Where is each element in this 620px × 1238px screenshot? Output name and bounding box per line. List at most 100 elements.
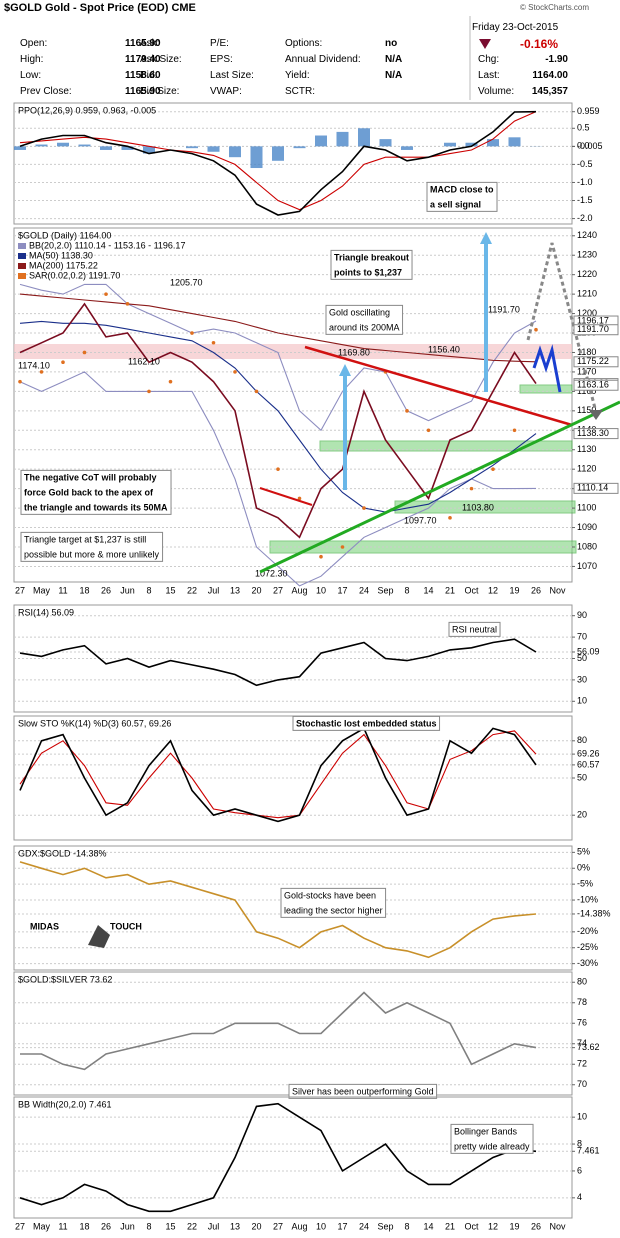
y-tick-label: 72: [577, 1059, 587, 1069]
legend-swatch: [18, 253, 26, 259]
point-label: 1156.40: [428, 344, 460, 354]
y-tick-label: 78: [577, 997, 587, 1007]
field-label: Ask:: [140, 38, 160, 49]
annotation-box: [448, 621, 501, 637]
x-tick-label: 13: [230, 1221, 240, 1231]
trendline: [304, 345, 573, 427]
panel-frame: [13, 102, 573, 225]
annotation-text: Gold oscillating: [329, 307, 390, 317]
y-tick-label: 1240: [577, 230, 597, 240]
point-label: 1103.80: [462, 502, 494, 512]
histogram-bar: [78, 144, 91, 147]
x-tick-label: 8: [404, 1221, 409, 1231]
y-tick-label: 30: [577, 674, 587, 684]
histogram-bar: [358, 128, 370, 147]
point-label: 1191.70: [488, 304, 520, 314]
projection: [526, 242, 598, 413]
value-badge: [573, 482, 619, 494]
x-tick-label: Jun: [120, 585, 135, 595]
x-tick-label: 26: [531, 1221, 541, 1231]
histogram-bar: [121, 146, 134, 150]
sar-dot: [82, 350, 87, 355]
sar-dot: [426, 428, 431, 433]
y-tick-label: 80: [577, 977, 587, 987]
y-tick-label: -2.0: [577, 213, 593, 223]
projection-head: [589, 410, 603, 420]
series-line: [19, 110, 537, 216]
annotation-box: [20, 531, 164, 562]
x-tick-label: 26: [531, 585, 541, 595]
annotation: Gold oscillating around its 200MA: [325, 304, 404, 335]
annotation-box: [450, 1123, 534, 1154]
y-tick-label: 1220: [577, 269, 597, 279]
legend-swatch: [18, 263, 26, 269]
annotation-box: [280, 887, 387, 918]
panel-title: BB Width(20,2.0) 7.461: [18, 1099, 112, 1109]
trendline: [259, 400, 620, 574]
y-tick-label: -1.0: [577, 177, 593, 187]
field-value: 1165.90: [125, 86, 161, 97]
histogram-bar: [186, 146, 198, 149]
x-tick-label: Sep: [377, 585, 393, 595]
sar-dot: [18, 379, 22, 384]
annotation-text: The negative CoT will probably: [24, 472, 157, 482]
x-tick-label: 17: [337, 585, 347, 595]
support-zone: [519, 384, 573, 394]
annotation-text: the triangle and towards its 50MA: [24, 502, 168, 512]
histogram-bar: [207, 146, 220, 152]
point-label: 1162.10: [128, 356, 160, 366]
value-badge: [573, 379, 619, 391]
field-value: 1164.00: [532, 70, 568, 81]
histogram-bar: [143, 146, 155, 154]
annotation-text: RSI neutral: [452, 624, 497, 634]
x-tick-label: Nov: [549, 585, 566, 595]
sar-dot: [233, 370, 237, 374]
legend-entry: MA(200) 1175.22: [29, 260, 98, 270]
x-tick-label: 27: [15, 1221, 25, 1231]
sar-dot: [211, 340, 216, 345]
y-tick-label: 0.0: [577, 141, 590, 151]
annotation-text: Bollinger Bands: [454, 1126, 518, 1136]
x-tick-label: 14: [423, 1221, 433, 1231]
y-tick-label: 1100: [577, 502, 596, 512]
field-label: High:: [20, 54, 44, 65]
histogram-bar: [250, 146, 263, 169]
y-tick-label: -5%: [577, 879, 593, 889]
down-arrow: [479, 39, 491, 49]
annotation-box: [426, 181, 498, 212]
annotation-text: pretty wide already: [454, 1141, 530, 1151]
value-badge: [573, 324, 619, 336]
annotation-text: Stochastic lost embedded status: [296, 718, 437, 728]
sar-dot: [469, 486, 474, 491]
x-tick-label: Aug: [291, 1221, 307, 1231]
y-tick-label: 74: [577, 1038, 587, 1048]
series-line: [19, 283, 537, 432]
sar-dot: [297, 496, 302, 501]
series-line: [19, 371, 537, 587]
field-label: Yield:: [285, 70, 310, 81]
y-tick-label: 1180: [577, 347, 596, 357]
x-tick-label: 27: [273, 1221, 283, 1231]
x-tick-label: Oct: [464, 1221, 479, 1231]
series-line: [19, 320, 537, 513]
series-line: [19, 727, 537, 823]
x-tick-label: 26: [101, 1221, 111, 1231]
field-label: Chg:: [478, 54, 500, 65]
x-tick-label: 20: [251, 1221, 261, 1231]
value-badge: [573, 428, 619, 440]
y-tick-label: -30%: [577, 958, 598, 968]
x-tick-label: 24: [359, 585, 369, 595]
point-label: 1072.30: [255, 568, 288, 578]
panel-title: $GOLD (Daily) 1164.00: [18, 230, 111, 240]
y-tick-label: 7.461: [577, 1146, 600, 1156]
y-tick-label: 0.959: [577, 106, 600, 116]
histogram-bar: [14, 146, 26, 150]
legend-entry: MA(50) 1138.30: [29, 250, 93, 260]
annotation: Stochastic lost embedded status: [292, 715, 441, 731]
x-tick-label: 10: [316, 585, 326, 595]
x-tick-label: 8: [146, 585, 151, 595]
sar-dot: [147, 389, 151, 394]
field-label: Low:: [20, 70, 42, 81]
y-tick-label: 73.62: [577, 1042, 600, 1052]
sar-dot: [491, 467, 495, 471]
